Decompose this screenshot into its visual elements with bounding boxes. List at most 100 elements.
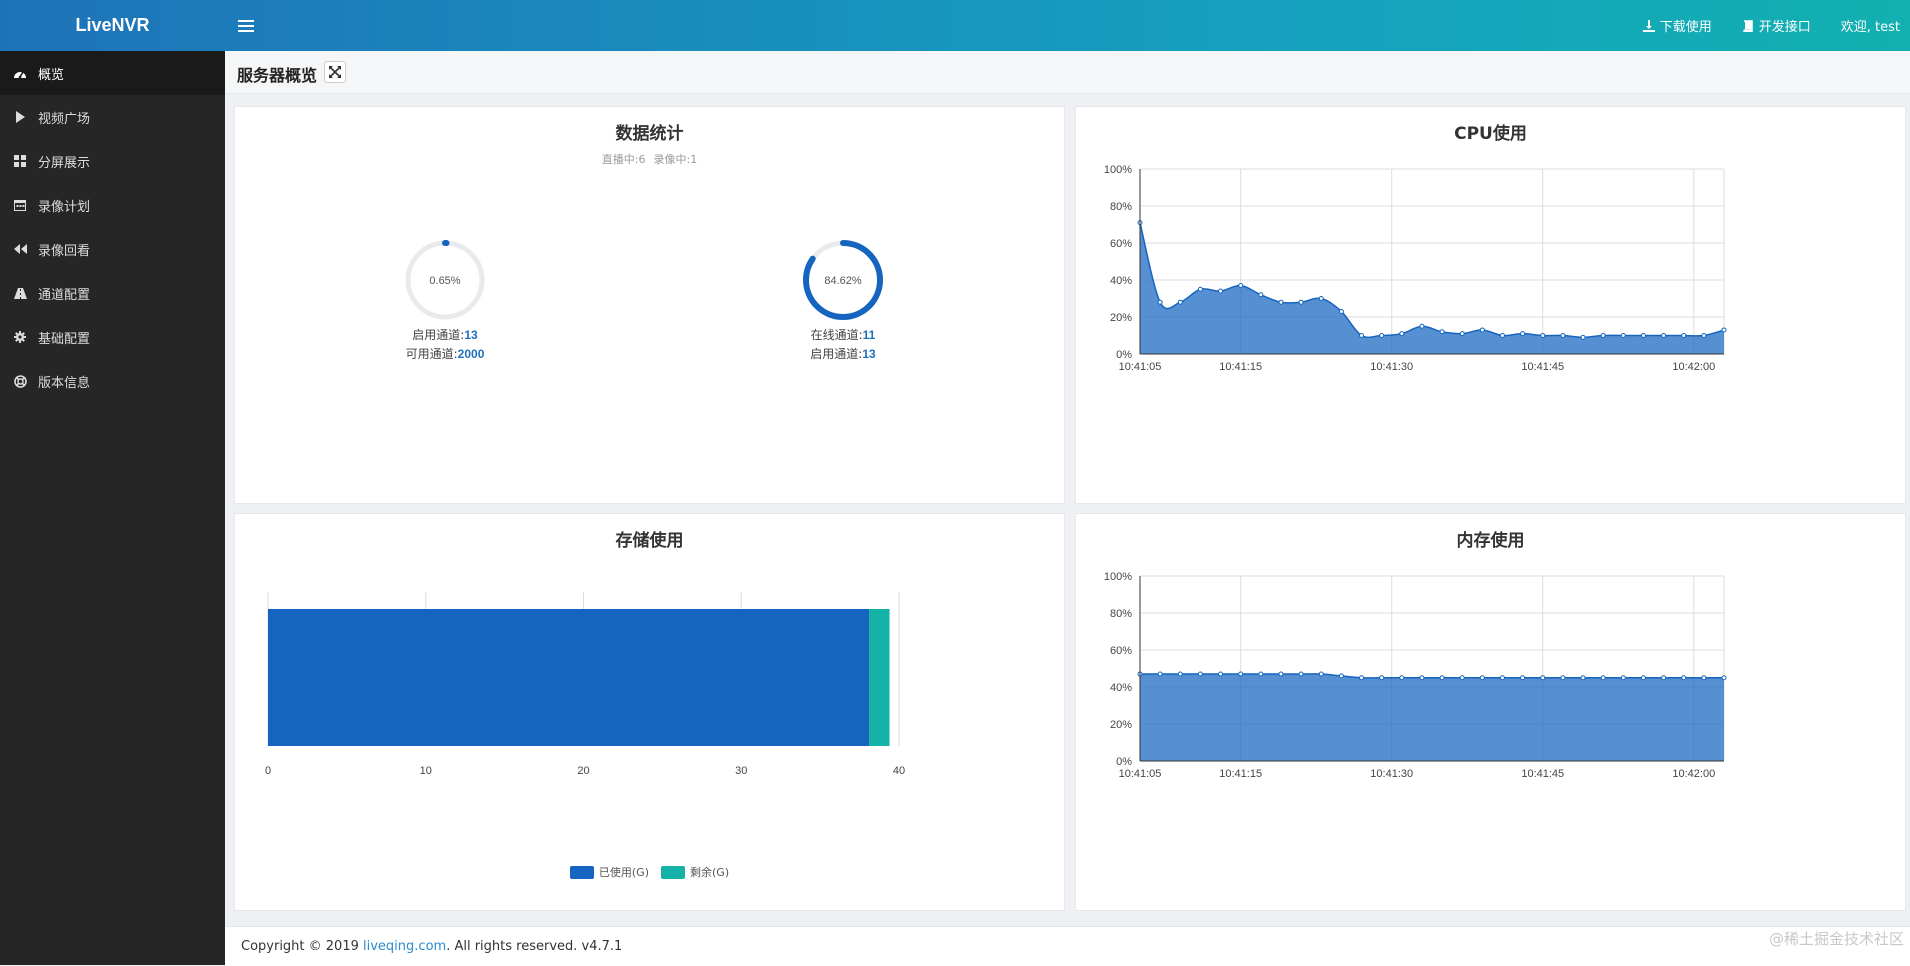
data-point xyxy=(1157,671,1163,677)
y-tick-label: 100% xyxy=(1104,164,1132,176)
bar-segment xyxy=(869,609,890,746)
data-point xyxy=(1620,333,1626,338)
record-count: 录像中:1 xyxy=(653,153,698,166)
sidebar-item-record-plan[interactable]: 录像计划 xyxy=(0,183,225,227)
calendar-icon xyxy=(12,197,28,213)
lifebuoy-icon xyxy=(12,373,28,389)
x-tick-label: 10:41:45 xyxy=(1521,361,1564,373)
x-tick-label: 10:41:15 xyxy=(1219,768,1262,780)
x-tick-label: 10:41:05 xyxy=(1119,361,1162,373)
legend-item-used[interactable]: 已使用(G) xyxy=(569,864,649,880)
data-point xyxy=(1520,675,1526,681)
data-point xyxy=(1197,671,1203,677)
stats-subtitle: 直播中:6 录像中:1 xyxy=(235,151,1064,167)
data-point xyxy=(1359,675,1365,681)
watermark: @稀土掘金技术社区 xyxy=(1768,930,1904,948)
y-tick-label: 0% xyxy=(1116,349,1132,361)
available-channels-value: 2000 xyxy=(457,347,485,361)
cpu-panel: CPU使用 0% 20% 40% 60% 80% 100% 10:41:05 10:41:15… xyxy=(1075,106,1906,504)
api-link[interactable]: 开发接口 xyxy=(1742,16,1811,35)
data-point xyxy=(1540,333,1546,338)
data-point xyxy=(1439,675,1445,681)
x-tick-label: 10:42:00 xyxy=(1672,361,1715,373)
data-point xyxy=(1298,671,1304,677)
channel-usage-gauge: 0.65% 启用通道:13 可用通道:2000 xyxy=(400,235,490,364)
live-count: 直播中:6 xyxy=(601,153,646,166)
page-header: 服务器概览 xyxy=(225,51,1910,94)
data-point xyxy=(1580,675,1586,681)
cpu-area-chart: 0% 20% 40% 60% 80% 100% 10:41:05 10:41:15 10:41:… xyxy=(1104,164,1727,373)
area-fill xyxy=(1140,222,1724,354)
data-point xyxy=(1238,283,1244,289)
data-point xyxy=(1701,333,1707,338)
data-point xyxy=(1218,288,1224,294)
y-tick-label: 100% xyxy=(1104,571,1132,583)
gauge-percent-label: 0.65% xyxy=(429,275,460,287)
y-tick-label: 80% xyxy=(1110,201,1132,213)
sidebar-item-channel-config[interactable]: 通道配置 xyxy=(0,271,225,315)
main-content: 服务器概览 数据统计 直播中:6 录像中:1 0.65% 启用通道:13 可用通道… xyxy=(225,51,1910,966)
brand-logo[interactable]: LiveNVR xyxy=(75,15,150,35)
gauge-line: 可用通道:2000 xyxy=(405,347,485,361)
gauge-percent-label: 84.62% xyxy=(824,275,862,287)
data-point xyxy=(1359,333,1365,338)
footer-link[interactable]: liveqing.com xyxy=(363,939,447,954)
grid-icon xyxy=(12,153,28,169)
x-tick-label: 10:41:05 xyxy=(1119,768,1162,780)
data-point xyxy=(1338,673,1344,679)
enabled-channels-value: 13 xyxy=(862,347,876,361)
fullscreen-icon xyxy=(329,66,341,78)
dashboard-icon xyxy=(12,65,28,81)
sidebar: 概览 视频广场 分屏展示 录像计划 录像回看 通道配置 基础配置 版本信息 xyxy=(0,51,225,965)
user-menu[interactable]: 欢迎, test xyxy=(1841,16,1900,35)
sidebar-item-version[interactable]: 版本信息 xyxy=(0,359,225,403)
data-point xyxy=(1338,308,1344,314)
y-tick-label: 20% xyxy=(1110,719,1132,731)
cpu-panel-title: CPU使用 xyxy=(1454,124,1527,144)
online-channels-value: 11 xyxy=(862,328,876,342)
data-point xyxy=(1600,333,1606,338)
x-tick-label: 10:41:45 xyxy=(1521,768,1564,780)
sidebar-item-split-screen[interactable]: 分屏展示 xyxy=(0,139,225,183)
legend-item-free[interactable]: 剩余(G) xyxy=(661,864,729,880)
download-label: 下载使用 xyxy=(1659,20,1712,35)
stats-panel: 数据统计 直播中:6 录像中:1 0.65% 启用通道:13 可用通道:2000 … xyxy=(234,106,1065,504)
memory-panel-title: 内存使用 xyxy=(1456,531,1525,551)
legend-label: 剩余(G) xyxy=(690,866,730,879)
fullscreen-button[interactable] xyxy=(324,61,346,83)
x-tick-label: 30 xyxy=(735,765,747,777)
y-tick-label: 20% xyxy=(1110,312,1132,324)
data-point xyxy=(1701,675,1707,681)
data-point xyxy=(1278,671,1284,677)
data-point xyxy=(1459,331,1465,337)
data-point xyxy=(1721,327,1727,333)
data-point xyxy=(1318,671,1324,677)
y-tick-label: 60% xyxy=(1110,645,1132,657)
book-icon xyxy=(1743,19,1753,32)
sidebar-item-video-square[interactable]: 视频广场 xyxy=(0,95,225,139)
data-point xyxy=(1640,333,1646,338)
gauge-line: 在线通道:11 xyxy=(810,328,876,342)
sidebar-item-basic-config[interactable]: 基础配置 xyxy=(0,315,225,359)
data-point xyxy=(1600,675,1606,681)
menu-toggle-icon[interactable] xyxy=(238,17,254,33)
x-tick-label: 10:41:30 xyxy=(1370,361,1413,373)
bar-segment xyxy=(268,609,870,746)
gauge-ring: 84.62% xyxy=(803,240,883,320)
sidebar-item-label: 通道配置 xyxy=(38,287,91,303)
download-icon xyxy=(1642,19,1655,32)
sidebar-item-label: 视频广场 xyxy=(38,111,91,127)
data-point xyxy=(1399,331,1405,337)
gauge-arc xyxy=(803,240,883,320)
storage-bar-chart: 0 10 20 30 40 xyxy=(265,592,905,777)
data-point xyxy=(1499,333,1505,338)
x-tick-label: 10:42:00 xyxy=(1672,768,1715,780)
x-tick-label: 20 xyxy=(577,765,589,777)
sidebar-item-playback[interactable]: 录像回看 xyxy=(0,227,225,271)
y-tick-label: 40% xyxy=(1110,275,1132,287)
data-point xyxy=(1439,329,1445,335)
sidebar-item-overview[interactable]: 概览 xyxy=(0,51,225,95)
download-link[interactable]: 下载使用 xyxy=(1642,16,1712,35)
legend-label: 已使用(G) xyxy=(598,866,649,879)
data-point xyxy=(1560,675,1566,681)
